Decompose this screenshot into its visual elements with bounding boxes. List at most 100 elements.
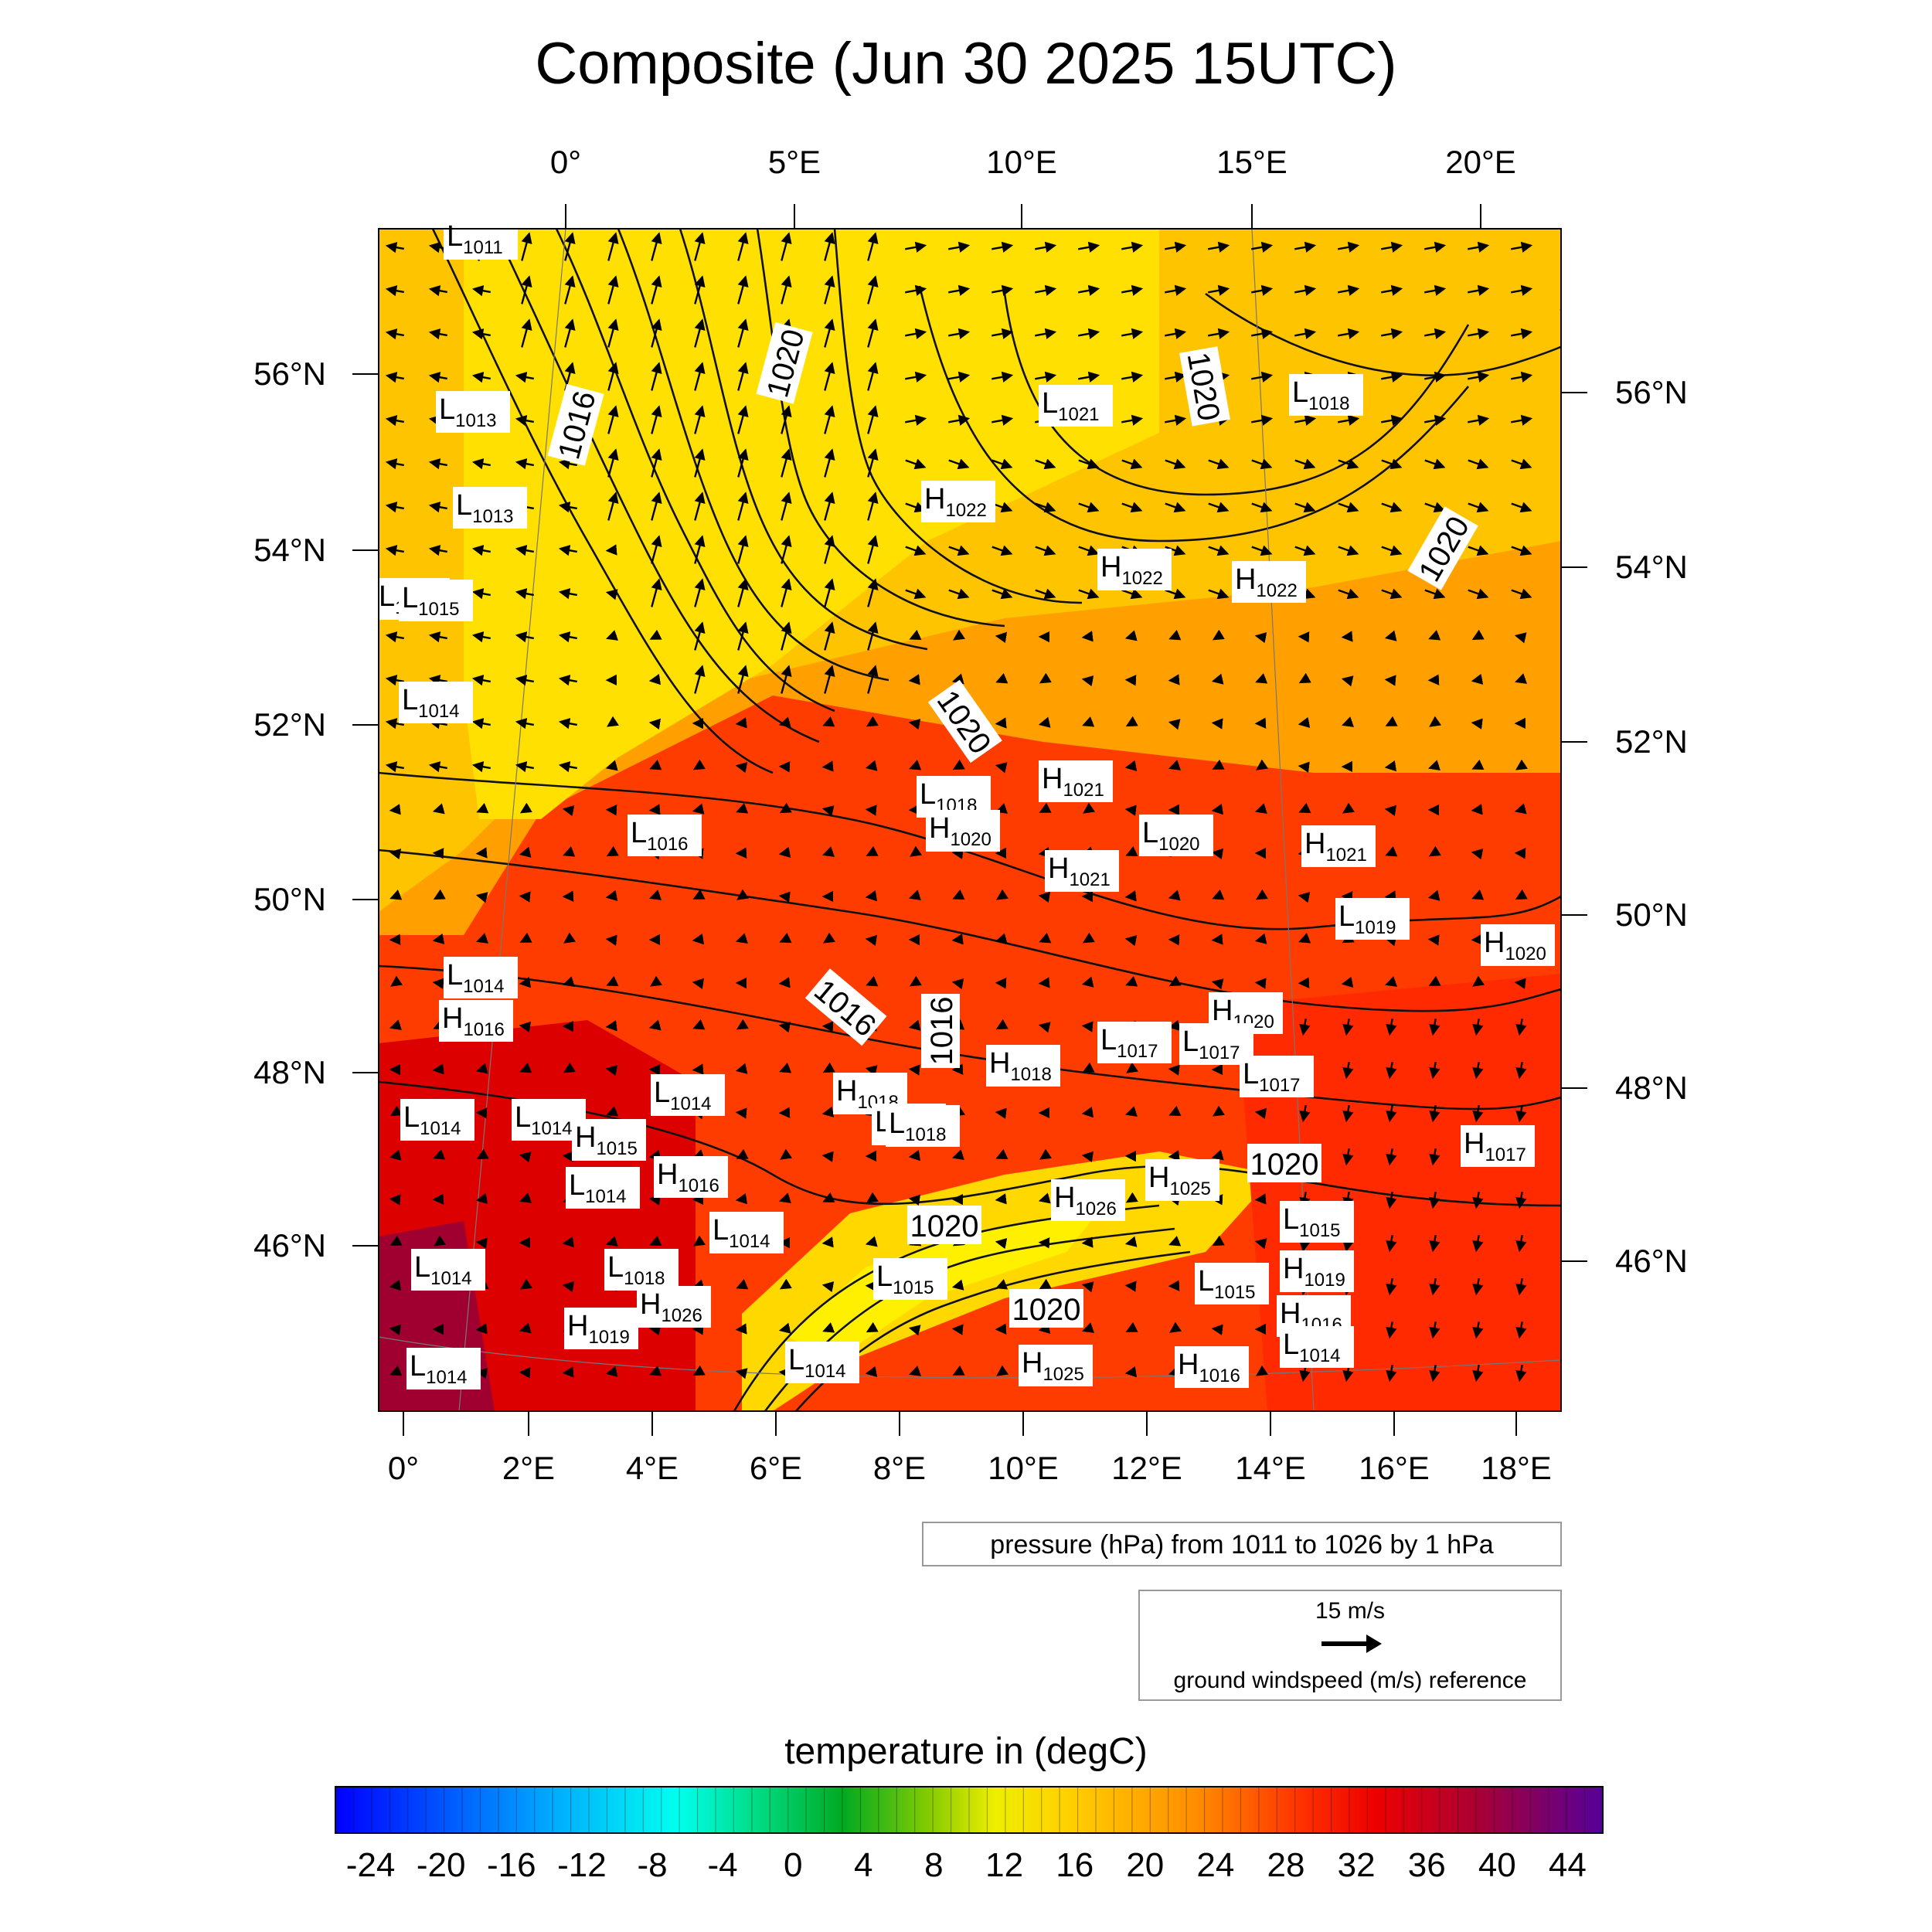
svg-text:H1026: H1026 xyxy=(1054,1182,1117,1219)
wind-arrow xyxy=(1254,1238,1267,1250)
wind-arrow xyxy=(651,275,662,304)
wind-arrow xyxy=(1515,1234,1527,1253)
wind-arrow xyxy=(648,1019,662,1031)
wind-arrow xyxy=(385,415,405,427)
wind-arrow xyxy=(1081,976,1094,988)
wind-arrow xyxy=(904,284,927,296)
wind-arrow xyxy=(471,675,492,686)
wind-arrow xyxy=(1472,1364,1484,1383)
wind-arrow xyxy=(1472,1104,1484,1123)
wind-arrow xyxy=(1077,371,1100,383)
axis-label: 56°N xyxy=(253,355,326,392)
wind-arrow xyxy=(909,1366,922,1376)
svg-text:H1026: H1026 xyxy=(640,1288,702,1326)
wind-arrow xyxy=(736,1019,749,1030)
wind-arrow xyxy=(1168,760,1182,770)
wind-arrow xyxy=(778,1107,791,1118)
wind-arrow xyxy=(1082,716,1095,727)
wind-arrow xyxy=(1165,545,1186,556)
wind-arrow xyxy=(1384,630,1397,641)
wind-arrow xyxy=(824,275,835,304)
low-pressure-label: L1020 xyxy=(1139,815,1213,856)
wind-arrow xyxy=(781,448,792,478)
wind-arrow xyxy=(1298,892,1311,903)
wind-arrow xyxy=(1121,328,1144,339)
wind-arrow xyxy=(952,889,965,900)
wind-arrow xyxy=(865,1236,878,1247)
wind-arrow xyxy=(1472,1277,1484,1296)
wind-arrow xyxy=(824,405,835,434)
wind-arrow xyxy=(1386,1234,1397,1253)
wind-arrow xyxy=(735,1368,748,1379)
wind-arrow xyxy=(1472,1234,1484,1253)
wind-arrow xyxy=(947,241,971,253)
wind-arrow xyxy=(1429,1277,1440,1296)
axis-label: 46°N xyxy=(1615,1243,1688,1279)
wind-arrow xyxy=(904,371,927,383)
wind-arrow xyxy=(909,760,922,770)
wind-arrow xyxy=(737,448,749,478)
wind-arrow xyxy=(1124,760,1138,771)
wind-arrow xyxy=(562,1281,575,1293)
wind-arrow xyxy=(1514,848,1526,859)
wind-arrow xyxy=(515,545,535,556)
wind-arrow xyxy=(385,545,405,556)
wind-arrow xyxy=(471,588,492,600)
wind-arrow xyxy=(867,448,879,478)
axis-label: 0° xyxy=(550,144,581,180)
wind-arrow xyxy=(737,535,749,564)
wind-arrow xyxy=(1429,1018,1440,1036)
high-pressure-label: H1022 xyxy=(1232,561,1306,603)
wind-arrow xyxy=(822,716,835,727)
wind-arrow xyxy=(1164,241,1187,253)
wind-arrow xyxy=(995,717,1007,729)
wind-arrow xyxy=(1077,241,1100,253)
wind-arrow xyxy=(607,318,619,348)
wind-arrow xyxy=(1250,241,1274,253)
wind-arrow xyxy=(824,232,835,261)
low-pressure-label: L1011 xyxy=(444,218,518,260)
svg-text:L1014: L1014 xyxy=(654,1077,712,1114)
low-pressure-label: L1014 xyxy=(785,1342,859,1383)
wind-arrow xyxy=(1386,1277,1397,1296)
axis-label: 54°N xyxy=(253,532,326,568)
wind-arrow xyxy=(1124,1236,1138,1247)
wind-arrow xyxy=(1038,1192,1051,1204)
right-latitude-labels: 56°N 54°N 52°N 50°N 48°N 46°N xyxy=(1615,374,1688,1279)
top-longitude-labels: 0° 5°E 10°E 15°E 20°E xyxy=(550,144,1516,180)
wind-arrow xyxy=(471,458,492,470)
wind-arrow xyxy=(1255,803,1267,815)
wind-arrow xyxy=(991,241,1014,253)
wind-arrow xyxy=(904,414,927,426)
isobar-value-label: 1020 xyxy=(1009,1289,1083,1328)
wind-arrow xyxy=(1038,1322,1051,1334)
wind-arrow xyxy=(1386,1191,1397,1209)
wind-arrow xyxy=(515,675,535,686)
wind-arrow xyxy=(649,1366,662,1376)
axis-label: 6°E xyxy=(750,1450,802,1486)
wind-arrow xyxy=(1298,933,1311,944)
wind-arrow xyxy=(1165,502,1186,513)
wind-arrow xyxy=(908,1019,921,1031)
wind-arrow xyxy=(948,458,970,470)
wind-arrow xyxy=(1381,502,1403,513)
wind-arrow xyxy=(1208,502,1230,513)
low-pressure-label: L1018 xyxy=(604,1249,679,1291)
svg-text:L1014: L1014 xyxy=(788,1344,846,1382)
low-pressure-label: L1015 xyxy=(399,580,473,621)
wind-arrow xyxy=(606,845,619,857)
wind-arrow xyxy=(428,328,448,340)
wind-arrow xyxy=(651,535,662,564)
wind-arrow xyxy=(1164,414,1187,426)
wind-arrow xyxy=(606,1236,618,1247)
wind-arrow xyxy=(562,890,574,902)
wind-arrow xyxy=(515,588,535,600)
wind-arrow xyxy=(1472,1321,1484,1339)
wind-arrow xyxy=(778,977,791,988)
svg-text:1016: 1016 xyxy=(925,997,959,1066)
svg-text:L1020: L1020 xyxy=(1142,817,1200,855)
wind-arrow xyxy=(563,846,576,857)
wind-arrow xyxy=(909,629,922,640)
wind-arrow xyxy=(905,545,927,556)
